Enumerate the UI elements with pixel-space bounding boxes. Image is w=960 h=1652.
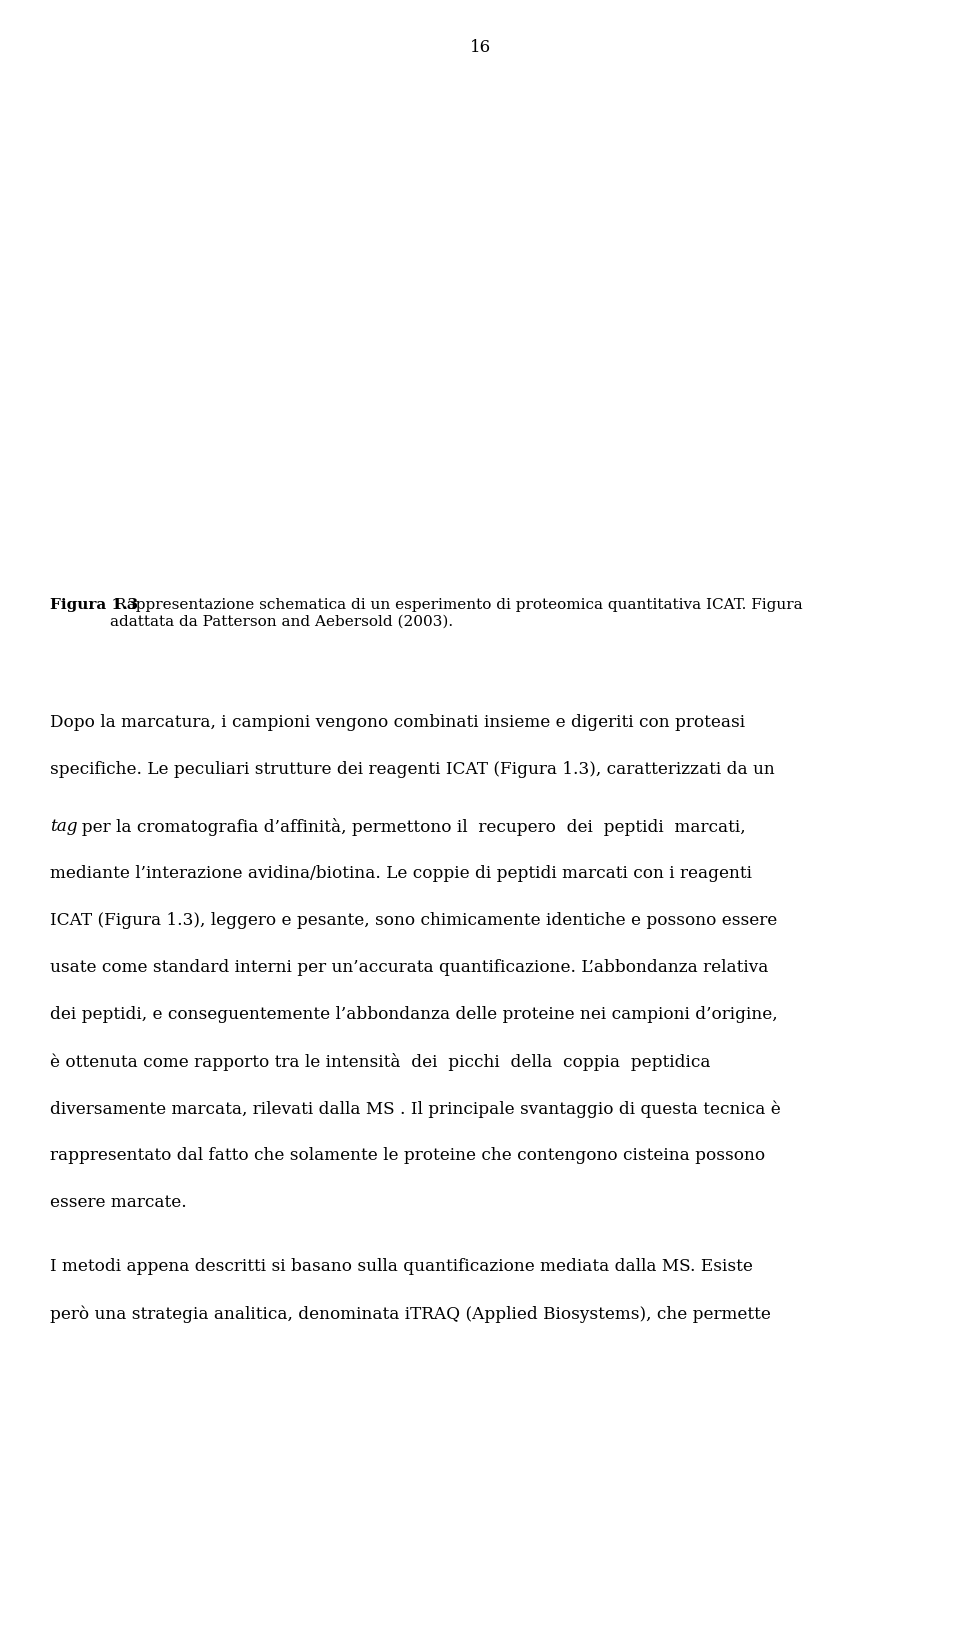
Text: 16: 16 bbox=[469, 38, 491, 56]
FancyBboxPatch shape bbox=[0, 30, 960, 586]
Text: mediante l’interazione avidina/biotina. Le coppie di peptidi marcati con i reage: mediante l’interazione avidina/biotina. … bbox=[50, 866, 752, 882]
Text: essere marcate.: essere marcate. bbox=[50, 1194, 186, 1211]
Text: Dopo la marcatura, i campioni vengono combinati insieme e digeriti con proteasi: Dopo la marcatura, i campioni vengono co… bbox=[50, 714, 745, 730]
Text: rappresentato dal fatto che solamente le proteine che contengono cisteina posson: rappresentato dal fatto che solamente le… bbox=[50, 1148, 765, 1165]
Text: usate come standard interni per un’accurata quantificazione. L’abbondanza relati: usate come standard interni per un’accur… bbox=[50, 960, 768, 976]
Text: diversamente marcata, rilevati dalla MS . Il principale svantaggio di questa tec: diversamente marcata, rilevati dalla MS … bbox=[50, 1100, 780, 1118]
Text: Figura 1.3: Figura 1.3 bbox=[50, 598, 138, 611]
Text: però una strategia analitica, denominata iTRAQ (Applied Biosystems), che permett: però una strategia analitica, denominata… bbox=[50, 1305, 771, 1323]
Text: tag: tag bbox=[50, 818, 78, 834]
Text: Rappresentazione schematica di un esperimento di proteomica quantitativa ICAT. F: Rappresentazione schematica di un esperi… bbox=[110, 598, 803, 628]
Text: I metodi appena descritti si basano sulla quantificazione mediata dalla MS. Esis: I metodi appena descritti si basano sull… bbox=[50, 1259, 753, 1275]
Text: dei peptidi, e conseguentemente l’abbondanza delle proteine nei campioni d’origi: dei peptidi, e conseguentemente l’abbond… bbox=[50, 1006, 778, 1023]
Text: ICAT (Figura 1.3), leggero e pesante, sono chimicamente identiche e possono esse: ICAT (Figura 1.3), leggero e pesante, so… bbox=[50, 912, 778, 928]
Text: per la cromatografia d’affinità, permettono il  recupero  dei  peptidi  marcati,: per la cromatografia d’affinità, permett… bbox=[71, 818, 746, 836]
Text: è ottenuta come rapporto tra le intensità  dei  picchi  della  coppia  peptidica: è ottenuta come rapporto tra le intensit… bbox=[50, 1054, 710, 1070]
Text: specifiche. Le peculiari strutture dei reagenti ICAT (Figura 1.3), caratterizzat: specifiche. Le peculiari strutture dei r… bbox=[50, 760, 775, 778]
